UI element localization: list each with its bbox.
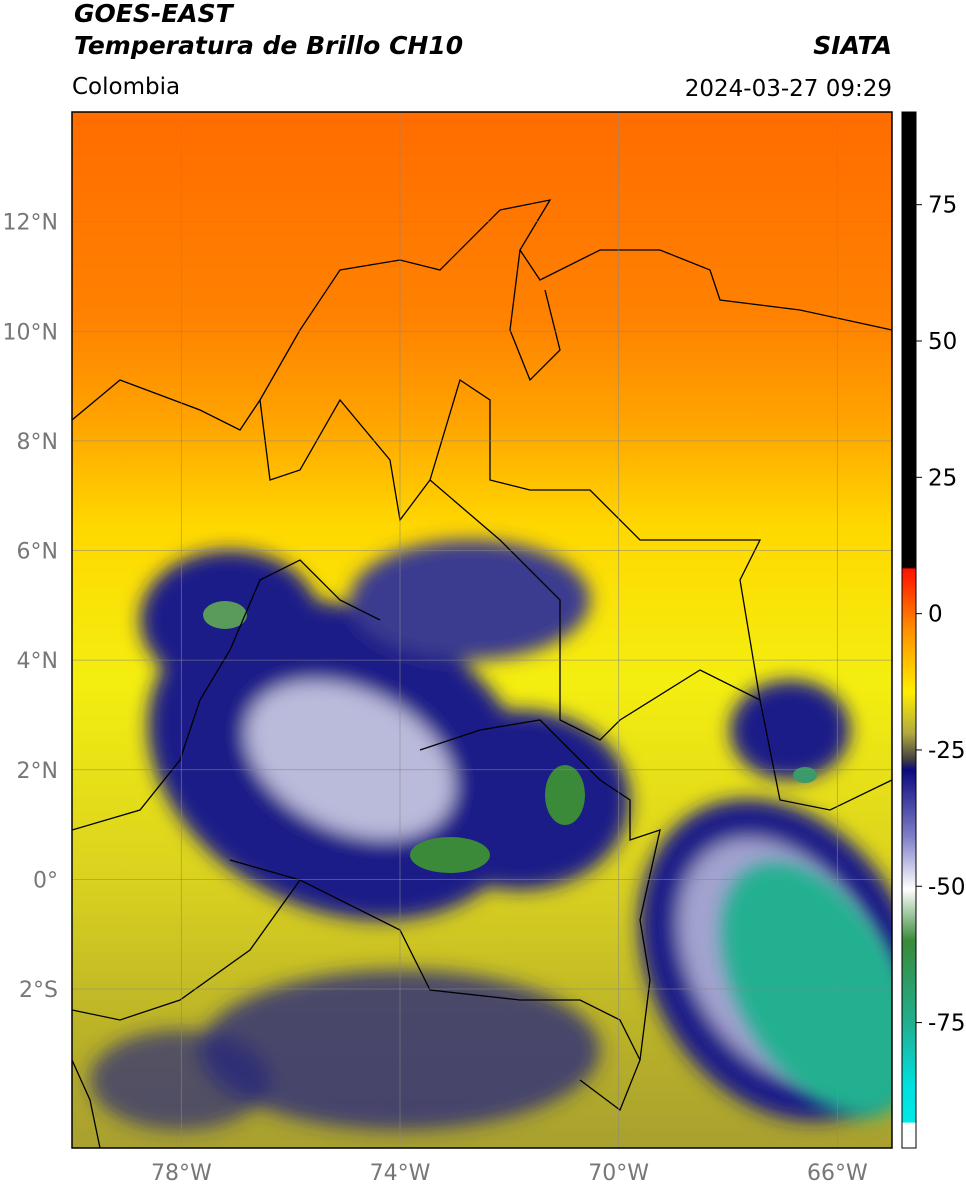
source: SIATA	[813, 31, 892, 60]
x-tick-label: 74°W	[370, 1161, 431, 1186]
colorbar	[901, 111, 917, 1149]
colorbar-tick-label: -75	[928, 1011, 966, 1037]
x-tick-label: 70°W	[588, 1161, 649, 1186]
colorbar-tick-label: -50	[928, 874, 966, 900]
datetime: 2024-03-27 09:29	[685, 76, 892, 102]
title-line1: GOES-EAST	[74, 0, 235, 28]
map-frame	[71, 111, 893, 1149]
colorbar-tick-label: 50	[928, 329, 957, 355]
y-tick-label: 0°	[33, 868, 58, 893]
grid	[72, 112, 892, 1148]
y-tick-label: 4°N	[17, 649, 58, 674]
y-tick-label: 2°S	[19, 978, 58, 1003]
colorbar-tick-label: -25	[928, 738, 966, 764]
y-tick-label: 10°N	[3, 320, 58, 345]
y-tick-label: 12°N	[3, 211, 58, 236]
colorbar-tick-label: 0	[928, 602, 943, 628]
y-tick-label: 6°N	[17, 540, 58, 565]
colorbar-tick-label: 75	[928, 193, 957, 219]
x-tick-label: 66°W	[807, 1161, 868, 1186]
region: Colombia	[72, 74, 180, 100]
title-line2: Temperatura de Brillo CH10	[74, 31, 463, 60]
y-tick-label: 8°N	[17, 430, 58, 455]
map-image	[72, 112, 892, 1148]
y-tick-label: 2°N	[17, 759, 58, 784]
colorbar-tick-label: 25	[928, 465, 957, 491]
x-tick-label: 78°W	[151, 1161, 212, 1186]
